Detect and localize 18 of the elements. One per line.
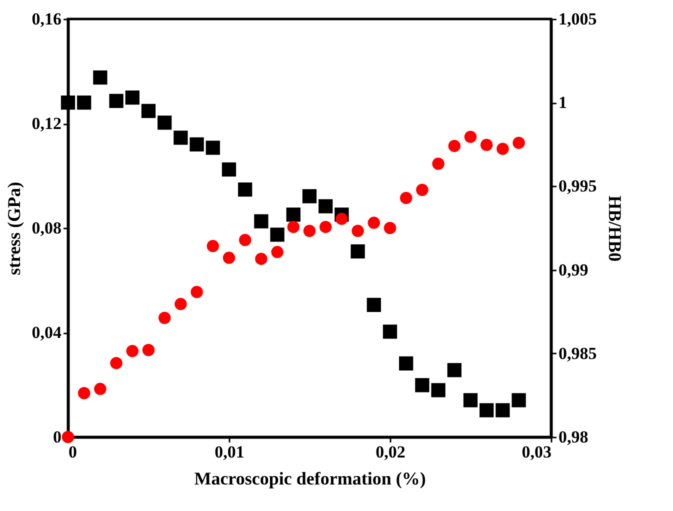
y-tick-label: 0,08 (32, 218, 62, 238)
y2-axis-title: HB/HB0 (604, 195, 625, 262)
y2-tick-label: 0,985 (558, 344, 597, 363)
y2-tick-label: 0,995 (558, 176, 597, 196)
y-tick-label: 0,12 (32, 114, 62, 133)
y-tick-label: 0 (53, 428, 62, 446)
y2-tick-label: 0,99 (558, 260, 588, 280)
y2-tick-label: 1,005 (558, 10, 597, 28)
x-axis-title: Macroscopic deformation (%) (194, 468, 426, 488)
y-tick-label: 0,16 (32, 10, 62, 28)
x-tick-label: 0,02 (376, 442, 406, 462)
y2-tick-label: 1 (558, 93, 567, 112)
x-tick-label: 0,01 (214, 442, 244, 462)
x-tick-label: 0,03 (522, 442, 552, 462)
x-tick-label: 0 (68, 442, 77, 462)
y-tick-label: 0,04 (32, 323, 62, 342)
y2-tick-label: 0,98 (558, 428, 588, 446)
y-axis-title: stress (GPa) (4, 182, 24, 276)
